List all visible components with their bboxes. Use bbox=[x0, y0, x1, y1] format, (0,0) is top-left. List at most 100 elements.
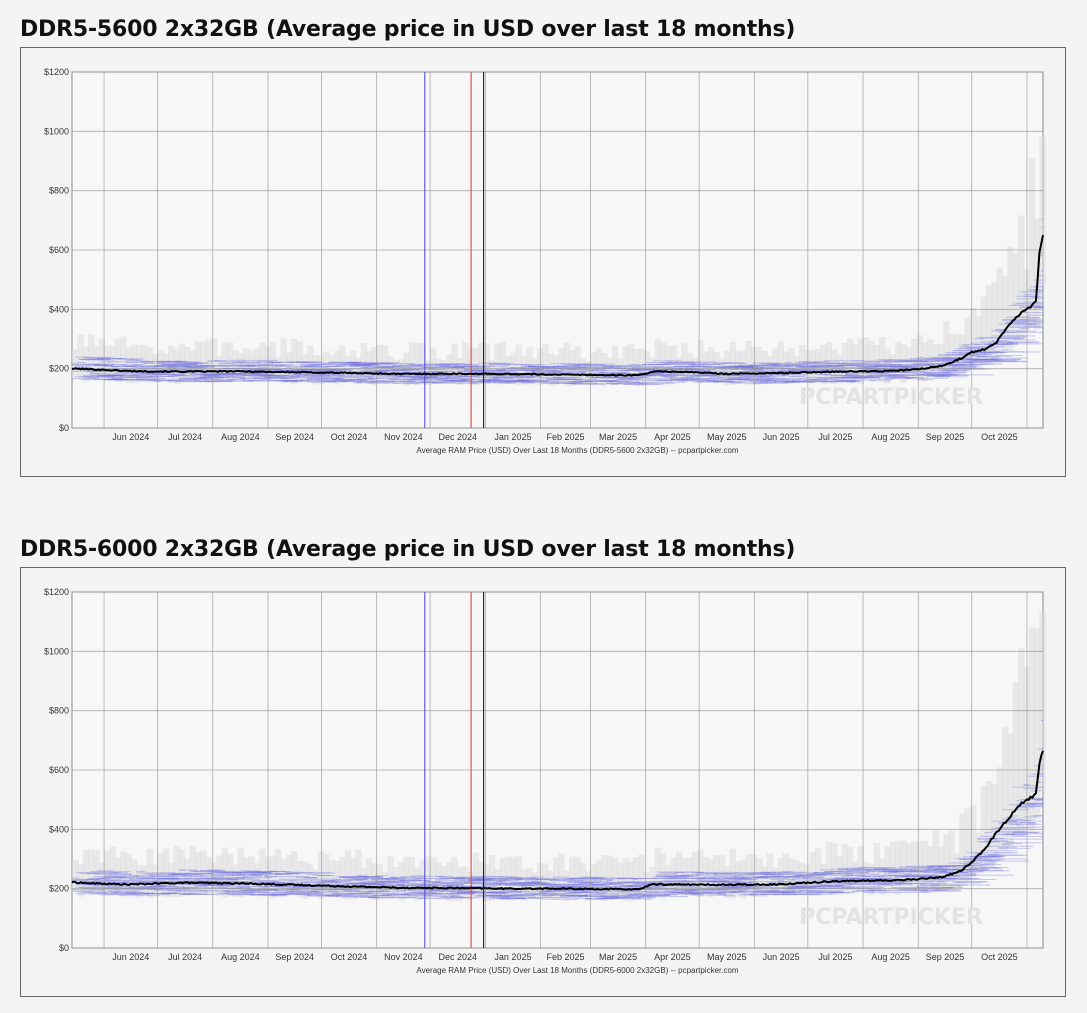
spread-band bbox=[900, 344, 907, 383]
spread-band bbox=[168, 345, 175, 384]
spread-band bbox=[601, 855, 608, 902]
spread-band bbox=[820, 863, 827, 892]
x-tick-label: Jun 2024 bbox=[112, 432, 149, 442]
spread-band bbox=[162, 848, 170, 897]
spread-band bbox=[638, 348, 645, 387]
spread-band bbox=[387, 356, 394, 383]
spread-band bbox=[686, 352, 694, 381]
x-tick-label: Jun 2025 bbox=[763, 952, 800, 962]
spread-band bbox=[120, 336, 127, 382]
spread-band bbox=[825, 842, 832, 896]
spread-band bbox=[424, 855, 432, 899]
spread-band bbox=[761, 350, 768, 384]
spread-band bbox=[553, 857, 560, 900]
spread-band bbox=[777, 341, 784, 382]
spread-band bbox=[879, 337, 886, 381]
spread-band bbox=[959, 334, 966, 373]
x-tick-label: Jun 2024 bbox=[112, 952, 149, 962]
spread-band bbox=[120, 851, 127, 896]
y-tick-label: $400 bbox=[49, 824, 69, 834]
spread-band bbox=[365, 858, 373, 898]
spread-band bbox=[590, 863, 597, 899]
x-tick-label: May 2025 bbox=[707, 432, 747, 442]
spread-band bbox=[900, 840, 907, 892]
spread-band bbox=[553, 355, 560, 386]
spread-band bbox=[419, 860, 426, 900]
x-tick-label: Jul 2024 bbox=[168, 432, 202, 442]
spread-band bbox=[889, 354, 897, 380]
spread-band bbox=[911, 339, 918, 379]
spread-band bbox=[307, 864, 314, 897]
spread-band bbox=[948, 831, 955, 889]
spread-band bbox=[1012, 253, 1020, 341]
x-tick-label: Jan 2025 bbox=[494, 432, 531, 442]
x-tick-label: Nov 2024 bbox=[384, 432, 423, 442]
spread-band bbox=[510, 856, 517, 901]
spread-band bbox=[403, 352, 410, 386]
spread-band bbox=[515, 344, 522, 385]
spread-band bbox=[72, 859, 79, 893]
spread-band bbox=[638, 854, 645, 899]
x-tick-label: Oct 2024 bbox=[331, 432, 368, 442]
spread-band bbox=[921, 342, 929, 382]
spread-band bbox=[868, 340, 875, 381]
spread-band bbox=[526, 347, 533, 385]
spread-band bbox=[387, 856, 394, 900]
spread-band bbox=[339, 345, 346, 383]
spread-band bbox=[724, 865, 731, 899]
spread-band bbox=[643, 351, 651, 385]
spread-band bbox=[194, 852, 202, 895]
spread-band bbox=[259, 848, 266, 897]
spread-band bbox=[889, 842, 897, 894]
spread-band bbox=[585, 361, 592, 385]
spread-band bbox=[344, 850, 351, 900]
spread-band bbox=[937, 343, 945, 377]
spread-band bbox=[243, 856, 250, 894]
y-tick-label: $800 bbox=[49, 186, 69, 196]
spread-band bbox=[365, 350, 373, 384]
spread-band bbox=[531, 872, 539, 898]
spread-band bbox=[863, 861, 870, 891]
spread-band bbox=[72, 348, 79, 379]
spread-band bbox=[360, 343, 367, 383]
spread-band bbox=[146, 848, 154, 898]
x-tick-label: Jul 2025 bbox=[818, 432, 852, 442]
spread-band bbox=[301, 353, 309, 381]
spread-band bbox=[173, 845, 180, 898]
spread-band bbox=[526, 868, 533, 898]
spread-band bbox=[435, 861, 442, 898]
spread-band bbox=[82, 849, 90, 893]
spread-band bbox=[312, 869, 319, 897]
spread-band bbox=[980, 296, 987, 366]
spread-band bbox=[798, 344, 806, 381]
spread-band bbox=[836, 855, 843, 894]
spread-band bbox=[323, 854, 330, 898]
spread-band bbox=[627, 344, 635, 384]
spread-band bbox=[291, 339, 298, 385]
spread-band bbox=[280, 338, 287, 384]
x-tick-label: Sep 2024 bbox=[275, 432, 314, 442]
spread-band bbox=[178, 343, 186, 384]
spread-band bbox=[756, 858, 763, 898]
spread-band bbox=[253, 863, 261, 895]
spread-band bbox=[996, 267, 1004, 356]
spread-band bbox=[109, 847, 116, 894]
spread-band bbox=[798, 862, 806, 896]
spread-band bbox=[702, 857, 710, 895]
spread-band bbox=[248, 350, 255, 383]
spread-band bbox=[782, 853, 790, 896]
spread-band bbox=[579, 358, 587, 385]
spread-band bbox=[269, 855, 277, 899]
spread-band bbox=[991, 783, 998, 858]
spread-band bbox=[718, 855, 726, 896]
chart-caption: Average RAM Price (USD) Over Last 18 Mon… bbox=[416, 966, 739, 975]
spread-band bbox=[349, 857, 357, 899]
chart-ddr5-6000: PCPARTPICKER $0 $200 $400 $600 $800 $1000 $1200… bbox=[20, 567, 1066, 997]
x-tick-label: Aug 2024 bbox=[221, 432, 260, 442]
spread-band bbox=[280, 859, 287, 898]
spread-band bbox=[382, 345, 389, 385]
spread-band bbox=[168, 863, 175, 897]
spread-band bbox=[152, 353, 159, 381]
spread-band bbox=[884, 846, 891, 893]
spread-band bbox=[237, 847, 245, 898]
